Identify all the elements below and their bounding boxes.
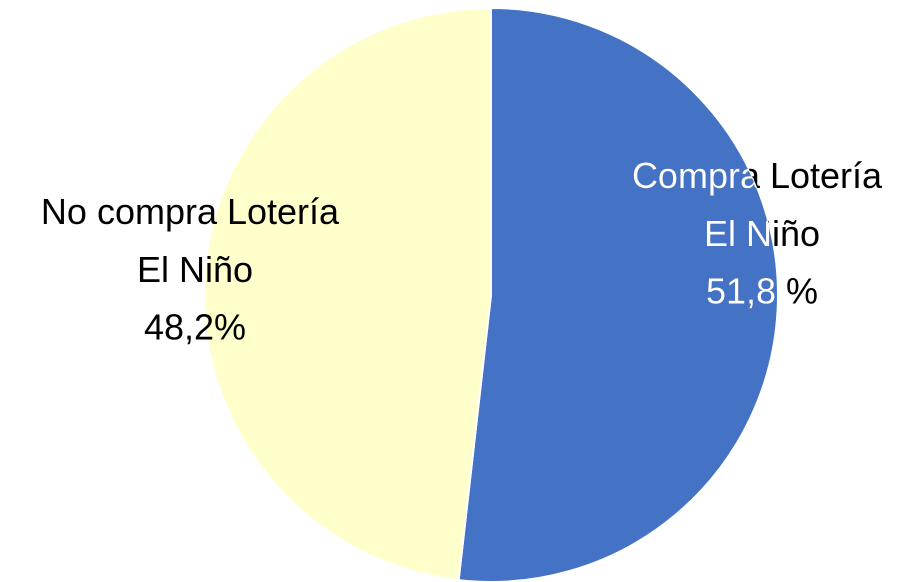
value-label: 51,8 % — [706, 271, 818, 312]
slice-label: Compra Lotería El Niño 51,8 % — [632, 155, 892, 312]
category-label: Compra Lotería El Niño — [632, 155, 892, 254]
category-label: No compra Lotería El Niño — [41, 191, 349, 290]
slice-label: No compra Lotería El Niño 48,2% — [41, 191, 349, 348]
value-label: 51,8 % — [706, 271, 818, 312]
value-label: 48,2% — [144, 307, 246, 348]
pie-slice — [203, 6, 492, 582]
pie-slice — [457, 6, 779, 582]
